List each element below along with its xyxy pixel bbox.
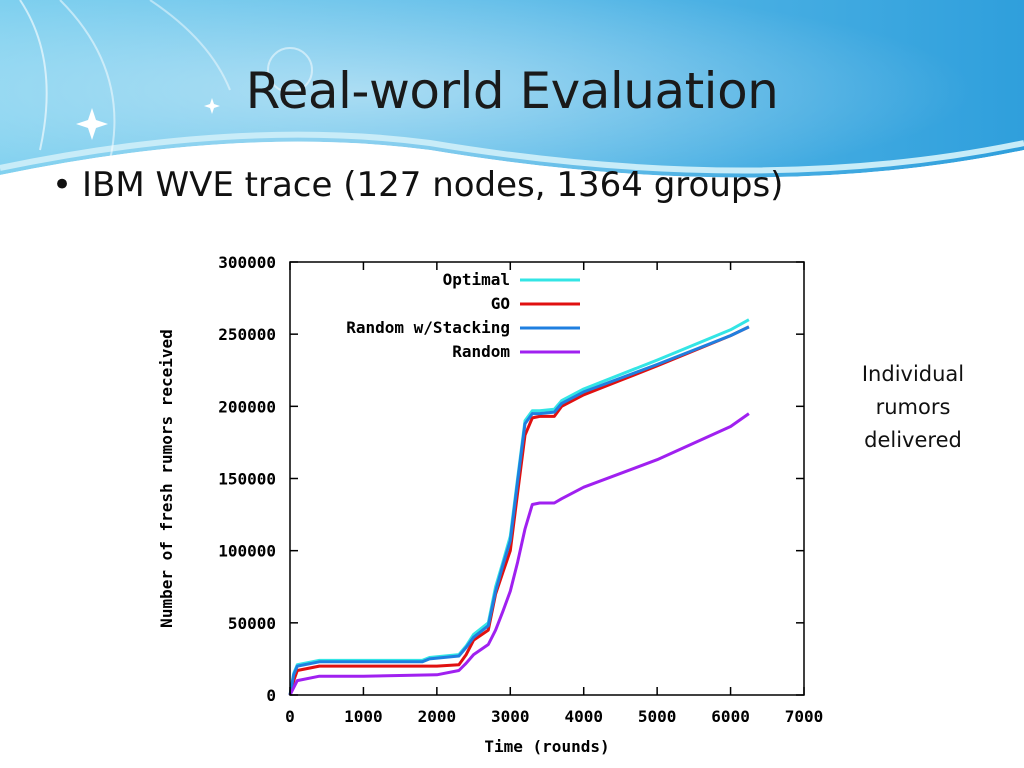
series-line-0 <box>288 318 750 696</box>
slide-title: Real-world Evaluation <box>245 62 779 120</box>
legend-label: GO <box>491 294 510 313</box>
legend-label: Random w/Stacking <box>346 318 510 337</box>
y-tick-label: 0 <box>266 686 276 705</box>
y-tick-label: 100000 <box>218 542 276 561</box>
y-tick-label: 50000 <box>228 614 276 633</box>
legend-label: Random <box>452 342 510 361</box>
x-tick-label: 0 <box>285 707 295 726</box>
y-tick-label: 150000 <box>218 470 276 489</box>
sparkle-small-icon <box>204 98 220 114</box>
x-tick-label: 7000 <box>785 707 824 726</box>
side-note: Individual rumors delivered <box>840 358 986 457</box>
x-axis-label: Time (rounds) <box>484 737 609 756</box>
x-tick-label: 3000 <box>491 707 530 726</box>
x-tick-label: 4000 <box>564 707 603 726</box>
series-line-1 <box>288 325 750 696</box>
x-tick-label: 5000 <box>638 707 677 726</box>
y-tick-label: 200000 <box>218 397 276 416</box>
side-note-line-1: Individual <box>861 362 965 386</box>
x-tick-label: 1000 <box>344 707 383 726</box>
series-line-2 <box>288 325 750 696</box>
sparkle-icon <box>76 108 108 140</box>
legend-label: Optimal <box>443 270 510 289</box>
line-chart: 0 1000 2000 3000 4000 5000 6000 7000 0 50000 10000… <box>157 253 824 756</box>
side-note-line-3: delivered <box>864 428 962 452</box>
y-axis-label: Number of fresh rumors received <box>157 329 176 628</box>
bullet-text: IBM WVE trace (127 nodes, 1364 groups) <box>82 165 784 205</box>
bullet-item: • IBM WVE trace (127 nodes, 1364 groups) <box>52 165 783 205</box>
header-background <box>0 0 1024 215</box>
x-tick-label: 6000 <box>711 707 750 726</box>
y-tick-label: 250000 <box>218 325 276 344</box>
y-tick-label: 300000 <box>218 253 276 272</box>
side-note-line-2: rumors <box>875 395 951 419</box>
series-line-3 <box>288 412 750 696</box>
bullet-marker: • <box>52 165 73 205</box>
x-tick-label: 2000 <box>418 707 457 726</box>
